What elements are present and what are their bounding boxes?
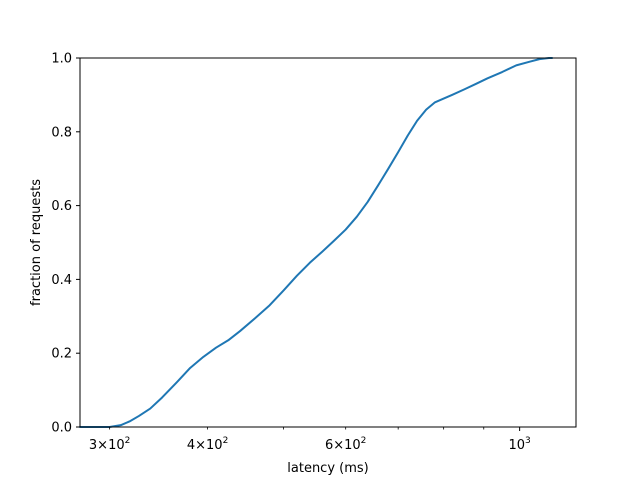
tick-labels: 0.0 0.2 0.4 0.6 0.8 1.0 103 3×102 4×102 6×102 [51, 52, 530, 454]
x-minor-tick-label-3: 6×102 [325, 436, 366, 453]
y-tick-label-1: 0.2 [51, 347, 72, 362]
series-line-0 [79, 57, 554, 428]
tick-marks [76, 57, 521, 431]
axes-frame [79, 57, 577, 428]
plot-area [79, 57, 554, 428]
x-minor-tick-label-0: 3×102 [89, 436, 130, 453]
x-major-tick-label-0: 103 [508, 436, 530, 453]
y-tick-label-3: 0.6 [51, 199, 72, 214]
x-minor-tick-label-1: 4×102 [187, 436, 228, 453]
y-axis-label: fraction of requests [29, 179, 44, 306]
y-tick-label-4: 0.8 [51, 125, 72, 140]
y-tick-label-2: 0.4 [51, 273, 72, 288]
y-tick-label-0: 0.0 [51, 421, 72, 436]
y-tick-label-5: 1.0 [51, 52, 72, 67]
x-axis-label: latency (ms) [287, 461, 368, 476]
